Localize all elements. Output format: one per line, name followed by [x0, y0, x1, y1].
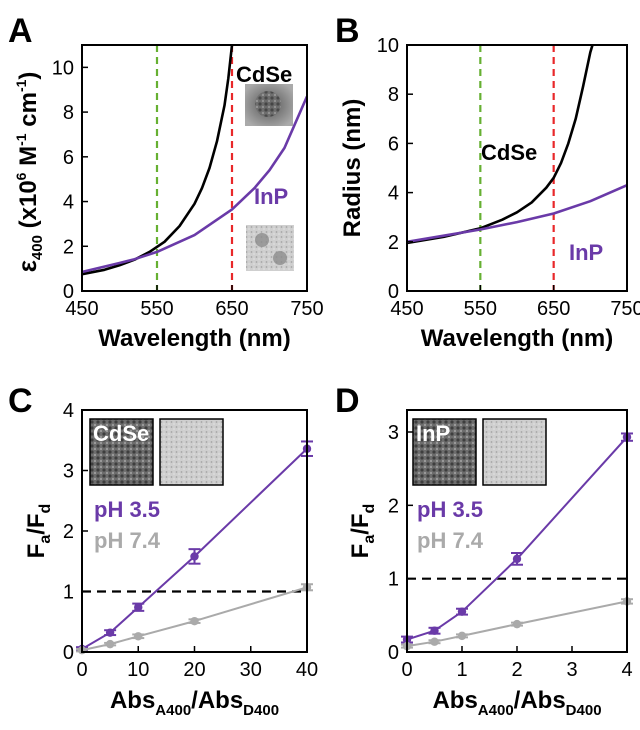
data-point [190, 552, 199, 561]
y-tick-label: 2 [388, 232, 399, 254]
plot-area [407, 45, 627, 291]
x-tick-label: 450 [390, 298, 423, 320]
x-tick-label: 650 [215, 298, 248, 320]
x-tick-label: 10 [127, 659, 149, 681]
y-tick-label: 4 [63, 192, 74, 214]
y-tick-label: 1 [388, 569, 399, 591]
tem-image-inp [246, 225, 294, 271]
y-tick-label: 0 [63, 642, 74, 664]
data-point [105, 639, 115, 649]
panel-letter-b: B [335, 12, 360, 50]
plot-frame [406, 409, 628, 653]
y-tick-label: 10 [377, 35, 399, 57]
x-axis-title: AbsA400/AbsD400 [432, 687, 601, 719]
x-tick-label: 0 [401, 659, 412, 681]
panel-c: C 0 10 20 30 40 0 1 2 3 4 Fa/Fd AbsA400/AbsD400 CdSe p… [8, 382, 318, 719]
tem-image-dark [412, 418, 477, 486]
x-tick-label: 20 [183, 659, 205, 681]
tem-image-light [482, 418, 547, 486]
y-tick-label: 10 [52, 57, 74, 79]
data-point [190, 616, 199, 626]
x-tick-label: 550 [464, 298, 497, 320]
x-axis-title: AbsA400/AbsD400 [110, 687, 279, 719]
x-tick-label: 750 [610, 298, 640, 320]
x-tick-label: 550 [140, 298, 173, 320]
y-tick-label: 0 [388, 642, 399, 664]
x-tick-label: 4 [621, 659, 632, 681]
y-axis-title: ε400 (x106 M-1 cm-1) [12, 72, 46, 273]
data-point [457, 631, 467, 641]
y-tick-label: 3 [63, 461, 74, 483]
y-axis-title: Fa/Fd [23, 504, 54, 559]
series-line-inp [407, 184, 627, 244]
x-tick-label: 2 [511, 659, 522, 681]
tem-particle [255, 91, 281, 117]
legend-ph74: pH 7.4 [417, 528, 484, 553]
y-tick-label: 6 [388, 133, 399, 155]
y-tick-label: 2 [63, 236, 74, 258]
panel-letter-c: C [8, 382, 33, 420]
tem-particle [255, 233, 269, 247]
data-point [105, 628, 115, 637]
y-tick-label: 2 [63, 521, 74, 543]
data-point [430, 626, 439, 635]
panel-d: D 0 1 2 3 4 0 1 2 3 Fa/Fd AbsA400/AbsD400 InP pH 3.5 p… [335, 382, 633, 719]
y-axis-title: Radius (nm) [339, 99, 366, 238]
x-tick-label: 650 [537, 298, 570, 320]
x-tick-label: 450 [65, 298, 98, 320]
x-axis-title: Wavelength (nm) [421, 325, 613, 352]
label-inp: InP [569, 240, 603, 265]
plot-frame [406, 44, 628, 292]
y-tick-label: 4 [388, 183, 399, 205]
panel-letter-d: D [335, 382, 360, 420]
series-line-cdse [407, 45, 594, 245]
y-tick-label: 6 [63, 147, 74, 169]
data-point [134, 603, 143, 612]
tem-image-dark [89, 418, 154, 486]
label-cdse: CdSe [481, 140, 537, 165]
data-point [430, 637, 439, 646]
x-tick-label: 750 [290, 298, 323, 320]
series-line-inp [82, 95, 307, 274]
label-inp: InP [254, 184, 288, 209]
plot-frame [81, 409, 308, 653]
data-point [512, 554, 522, 564]
y-tick-label: 1 [63, 582, 74, 604]
y-tick-label: 8 [388, 84, 399, 106]
panel-b: B 450 550 650 750 0 2 4 6 8 10 Radius (nm) Wavelengt… [335, 12, 640, 352]
x-tick-label: 40 [296, 659, 318, 681]
panel-letter-a: A [8, 12, 33, 50]
legend-ph35: pH 3.5 [94, 497, 160, 522]
inset-label: InP [416, 421, 450, 446]
panel-a: A 450 550 650 750 0 2 4 6 8 10 ε400 (x106 M-1 cm-1)… [8, 12, 324, 352]
plot-frame [81, 44, 308, 292]
y-tick-label: 8 [63, 102, 74, 124]
y-tick-label: 3 [388, 422, 399, 444]
data-point [512, 619, 522, 629]
data-point [134, 632, 143, 641]
data-point [457, 607, 467, 616]
tem-particle [273, 251, 287, 265]
y-tick-label: 4 [63, 400, 74, 422]
series-line-cdse [82, 45, 234, 276]
x-tick-label: 0 [76, 659, 87, 681]
y-tick-label: 0 [388, 281, 399, 303]
label-cdse: CdSe [236, 62, 292, 87]
inset-label: CdSe [93, 421, 149, 446]
x-tick-label: 1 [456, 659, 467, 681]
tem-image-light [159, 418, 224, 486]
y-tick-label: 2 [388, 495, 399, 517]
legend-ph74: pH 7.4 [94, 528, 161, 553]
legend-ph35: pH 3.5 [417, 497, 483, 522]
plot-area [82, 45, 307, 291]
x-tick-label: 30 [240, 659, 262, 681]
x-tick-label: 3 [566, 659, 577, 681]
x-axis-title: Wavelength (nm) [98, 325, 290, 352]
y-tick-label: 0 [63, 281, 74, 303]
y-axis-title: Fa/Fd [347, 504, 378, 559]
